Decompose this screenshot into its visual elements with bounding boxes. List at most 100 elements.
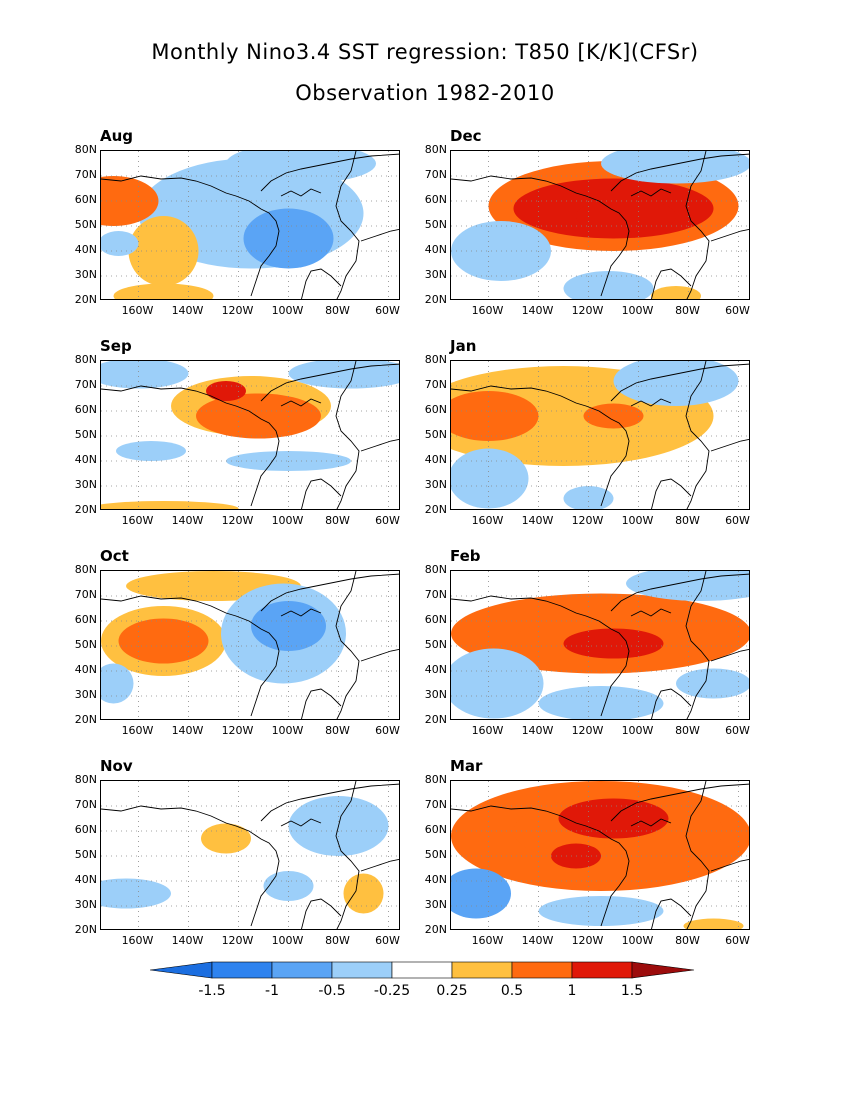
lon-tick-label: 60W <box>375 514 400 527</box>
lat-tick-label: 30N <box>424 688 447 701</box>
lat-tick-label: 80N <box>424 143 447 156</box>
lat-tick-label: 70N <box>424 168 447 181</box>
lat-tick-label: 30N <box>424 478 447 491</box>
lon-tick-label: 120W <box>571 724 604 737</box>
coastline <box>101 361 360 509</box>
lat-tick-label: 50N <box>74 848 97 861</box>
lon-tick-label: 100W <box>621 934 654 947</box>
lat-tick-label: 80N <box>424 353 447 366</box>
anomaly-region <box>101 176 159 226</box>
anomaly-region <box>101 663 134 704</box>
lon-tick-label: 80W <box>675 934 700 947</box>
map-panel-oct <box>100 570 400 720</box>
anomaly-region <box>101 878 171 909</box>
lon-tick-label: 100W <box>621 724 654 737</box>
coastline <box>260 153 399 299</box>
lon-tick-label: 60W <box>725 514 750 527</box>
panel-title-sep: Sep <box>100 337 132 355</box>
anomaly-region <box>101 501 239 509</box>
lat-tick-label: 60N <box>424 403 447 416</box>
lon-tick-label: 80W <box>325 304 350 317</box>
colorbar-max-arrow <box>631 961 695 979</box>
lat-tick-label: 20N <box>74 923 97 936</box>
lon-tick-label: 140W <box>521 934 554 947</box>
lon-tick-label: 60W <box>375 304 400 317</box>
map-panel-dec <box>450 150 750 300</box>
lon-tick-label: 100W <box>271 304 304 317</box>
lon-tick-label: 120W <box>221 514 254 527</box>
lon-tick-label: 60W <box>375 724 400 737</box>
lat-tick-label: 40N <box>424 243 447 256</box>
lat-tick-label: 20N <box>424 923 447 936</box>
lon-tick-label: 100W <box>271 934 304 947</box>
lat-tick-label: 20N <box>424 293 447 306</box>
lon-tick-label: 60W <box>725 724 750 737</box>
anomaly-region <box>451 868 511 919</box>
lon-tick-label: 140W <box>521 304 554 317</box>
lon-tick-label: 100W <box>271 514 304 527</box>
anomaly-region <box>613 361 739 406</box>
colorbar-tick-label: -1 <box>265 983 279 999</box>
lat-tick-label: 60N <box>424 613 447 626</box>
lat-tick-label: 70N <box>74 378 97 391</box>
coastline <box>451 781 710 929</box>
lat-tick-label: 40N <box>424 453 447 466</box>
lat-tick-label: 70N <box>74 588 97 601</box>
colorbar-segment <box>391 961 453 979</box>
colorbar-tick-label: 0.5 <box>500 983 524 999</box>
lat-tick-label: 70N <box>74 798 97 811</box>
lon-tick-label: 60W <box>725 304 750 317</box>
lon-tick-label: 80W <box>325 934 350 947</box>
lon-tick-label: 120W <box>571 514 604 527</box>
anomaly-region <box>288 361 399 389</box>
lon-tick-label: 100W <box>621 514 654 527</box>
lat-tick-label: 60N <box>74 613 97 626</box>
anomaly-region <box>116 441 186 461</box>
anomaly-region <box>451 448 529 509</box>
anomaly-region <box>101 361 189 389</box>
colorbar-segment <box>271 961 333 979</box>
colorbar-segment <box>451 961 513 979</box>
lat-tick-label: 60N <box>424 193 447 206</box>
lat-tick-label: 80N <box>74 143 97 156</box>
lat-tick-label: 40N <box>74 453 97 466</box>
colorbar-tick-label: -0.25 <box>373 983 411 999</box>
map-field-dec <box>451 151 749 299</box>
lat-tick-label: 20N <box>74 293 97 306</box>
lat-tick-label: 30N <box>74 268 97 281</box>
colorbar-tick-label: -0.5 <box>318 983 346 999</box>
lat-tick-label: 80N <box>74 563 97 576</box>
lat-tick-label: 70N <box>74 168 97 181</box>
coastline <box>451 571 710 719</box>
lon-tick-label: 140W <box>521 724 554 737</box>
map-panel-aug <box>100 150 400 300</box>
lon-tick-label: 160W <box>121 304 154 317</box>
coastline <box>260 783 399 929</box>
anomaly-region <box>128 216 199 286</box>
coastline <box>451 151 710 299</box>
panel-title-dec: Dec <box>450 127 482 145</box>
anomaly-region <box>563 486 614 509</box>
lon-tick-label: 120W <box>221 934 254 947</box>
anomaly-region <box>538 896 664 926</box>
lat-tick-label: 50N <box>424 848 447 861</box>
anomaly-region <box>196 393 321 439</box>
lon-tick-label: 140W <box>171 514 204 527</box>
map-panel-jan <box>450 360 750 510</box>
lon-tick-label: 140W <box>171 934 204 947</box>
map-panel-feb <box>450 570 750 720</box>
lat-tick-label: 30N <box>424 898 447 911</box>
lat-tick-label: 30N <box>74 478 97 491</box>
lat-tick-label: 60N <box>74 193 97 206</box>
coastline <box>101 151 360 299</box>
anomaly-region <box>118 618 209 664</box>
map-field-feb <box>451 571 749 719</box>
lat-tick-label: 80N <box>424 773 447 786</box>
lat-tick-label: 50N <box>74 218 97 231</box>
lon-tick-label: 160W <box>471 514 504 527</box>
lat-tick-label: 80N <box>74 773 97 786</box>
map-field-oct <box>101 571 399 719</box>
panel-title-jan: Jan <box>450 337 477 355</box>
anomaly-region <box>226 151 376 184</box>
panel-title-feb: Feb <box>450 547 481 565</box>
